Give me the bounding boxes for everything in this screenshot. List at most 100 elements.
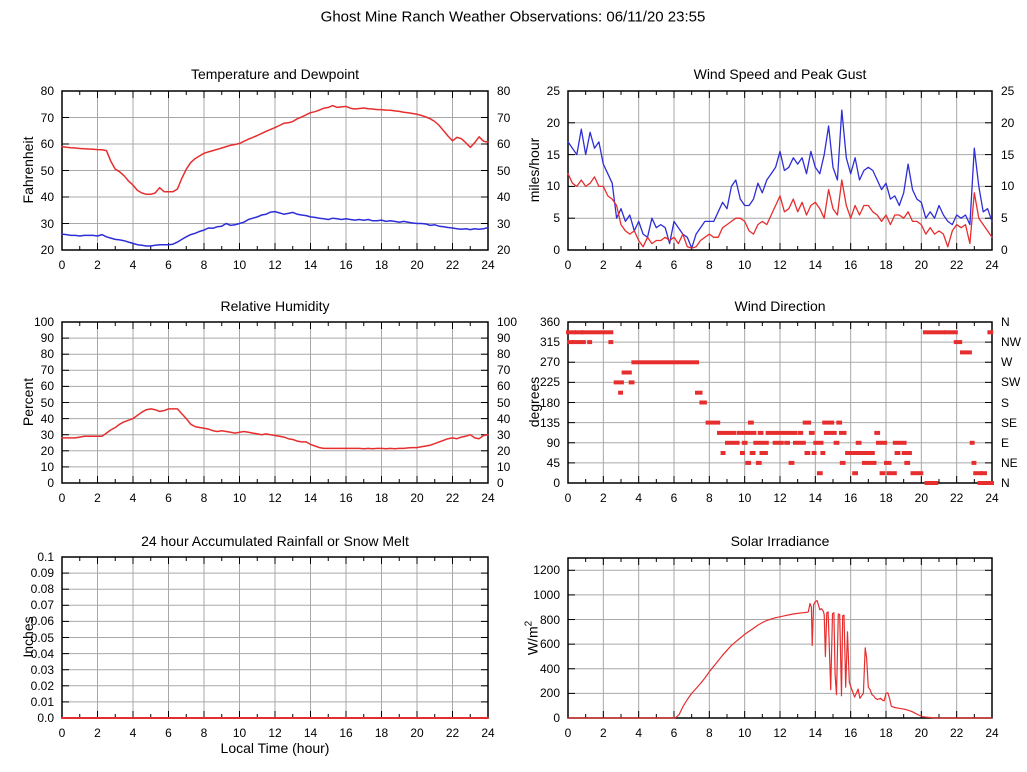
- tick-label: 20: [914, 726, 928, 740]
- wind-direction-marker: [973, 471, 983, 476]
- wind-direction-marker: [566, 330, 577, 335]
- tick-label: 14: [303, 491, 318, 505]
- tick-label: 60: [497, 137, 511, 151]
- tick-label: N: [1001, 315, 1010, 329]
- wind-direction-marker: [741, 440, 748, 445]
- wind-direction-marker: [720, 451, 726, 455]
- tick-label: 80: [40, 347, 54, 362]
- wind-direction-marker: [725, 440, 740, 445]
- tick-label: 40: [497, 190, 511, 204]
- tick-label: 16: [843, 258, 858, 272]
- wind-direction-marker: [816, 471, 823, 476]
- wind-direction-marker: [969, 440, 975, 445]
- tick-label: 10: [232, 491, 247, 505]
- tick-label: 270: [539, 355, 560, 370]
- tick-label: 0.1: [37, 550, 54, 564]
- wind_speed-line: [567, 173, 993, 249]
- wind-direction-marker: [631, 360, 699, 365]
- tick-label: 8: [705, 491, 713, 505]
- tick-label: S: [1001, 395, 1010, 410]
- relative_humidity-line: [61, 408, 489, 450]
- tick-label: 12: [773, 491, 787, 505]
- wind-direction-marker: [953, 340, 963, 345]
- tick-label: 8: [200, 491, 208, 505]
- wind-direction-marker: [613, 380, 624, 385]
- tick-label: 90: [546, 435, 560, 450]
- wind-direction-marker: [574, 330, 584, 335]
- tick-label: 10: [232, 726, 247, 740]
- tick-label: 12: [268, 258, 282, 272]
- tick-label: 2: [94, 726, 101, 740]
- wind-direction-marker: [759, 451, 768, 455]
- chart-title-rainfall: 24 hour Accumulated Rainfall or Snow Mel…: [141, 533, 409, 549]
- wind-direction-marker: [608, 340, 614, 345]
- tick-label: 10: [737, 726, 752, 740]
- wind-direction-marker: [820, 451, 826, 455]
- tick-label: 40: [497, 411, 511, 426]
- tick-label: 0: [553, 476, 560, 490]
- tick-label: 20: [410, 258, 424, 272]
- tick-label: 18: [374, 726, 389, 740]
- tick-label: 180: [539, 395, 560, 410]
- tick-label: 0: [497, 476, 504, 490]
- tick-label: 18: [879, 726, 893, 740]
- tick-label: 20: [914, 258, 928, 272]
- wind-direction-marker: [628, 380, 635, 385]
- tick-label: 0.08: [30, 582, 54, 597]
- tick-label: 30: [40, 216, 54, 231]
- tick-label: 20: [410, 491, 424, 505]
- wind-direction-marker: [987, 330, 994, 335]
- dewpoint-line: [61, 210, 489, 247]
- tick-label: 50: [497, 163, 511, 178]
- tick-label: 0: [58, 491, 66, 505]
- tick-label: 14: [808, 491, 822, 505]
- tick-label: 6: [670, 726, 678, 740]
- wind-direction-marker: [621, 370, 632, 375]
- tick-label: 14: [303, 726, 318, 740]
- tick-label: 4: [129, 491, 137, 505]
- wind-direction-marker: [874, 430, 881, 435]
- wind-direction-marker: [915, 471, 924, 476]
- tick-label: 60: [40, 379, 54, 394]
- wind-direction-marker: [977, 481, 985, 485]
- wind-direction-marker: [705, 420, 721, 425]
- wind-direction-marker: [765, 430, 786, 435]
- wind-direction-marker: [904, 460, 911, 465]
- chart-title-solar: Solar Irradiance: [730, 533, 830, 549]
- tick-label: 0: [553, 243, 560, 257]
- tick-label: 0: [564, 726, 572, 740]
- tick-label: 0: [1001, 243, 1008, 257]
- tick-label: 0.0: [37, 711, 54, 725]
- tick-label: NW: [1001, 335, 1021, 350]
- tick-label: 15: [1001, 147, 1015, 162]
- wind-direction-marker: [581, 340, 586, 345]
- tick-label: 10: [40, 459, 54, 474]
- wind-direction-marker: [901, 451, 912, 455]
- wind-direction-marker: [784, 440, 790, 445]
- wind-direction-marker: [813, 440, 824, 445]
- tick-label: 70: [497, 110, 511, 125]
- wind-direction-marker: [808, 430, 815, 435]
- tick-label: 0: [47, 476, 54, 490]
- tick-label: 18: [374, 491, 389, 505]
- wind-direction-marker: [922, 330, 946, 335]
- tick-label: 0.03: [30, 662, 54, 677]
- wind-direction-marker: [879, 471, 886, 476]
- tick-label: 16: [843, 726, 858, 740]
- wind-direction-marker: [797, 430, 804, 435]
- tick-label: 16: [339, 258, 353, 272]
- tick-label: 10: [737, 258, 752, 272]
- wind-direction-marker: [910, 471, 917, 476]
- tick-label: 20: [497, 443, 511, 458]
- tick-label: 15: [546, 147, 560, 162]
- tick-label: 8: [705, 726, 713, 740]
- tick-label: 16: [339, 491, 353, 505]
- tick-label: SE: [1001, 415, 1018, 430]
- tick-label: 14: [303, 258, 318, 272]
- wind-direction-marker: [772, 440, 784, 445]
- tick-label: 70: [40, 110, 54, 125]
- tick-label: 8: [705, 258, 713, 272]
- wind-direction-marker: [892, 440, 902, 445]
- tick-label: 22: [949, 726, 964, 740]
- tick-label: 800: [539, 612, 560, 627]
